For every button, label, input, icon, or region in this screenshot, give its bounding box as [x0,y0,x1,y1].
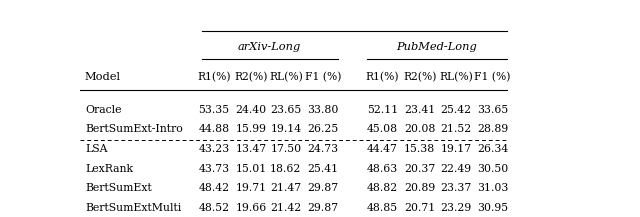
Text: RL(%): RL(%) [269,72,303,82]
Text: 23.65: 23.65 [270,105,301,115]
Text: 25.42: 25.42 [440,105,472,115]
Text: 26.34: 26.34 [477,144,508,154]
Text: 19.71: 19.71 [236,183,267,193]
Text: 45.08: 45.08 [367,124,398,134]
Text: 20.71: 20.71 [404,203,435,213]
Text: 20.08: 20.08 [404,124,435,134]
Text: R2(%): R2(%) [403,72,436,82]
Text: 21.42: 21.42 [270,203,301,213]
Text: 23.37: 23.37 [440,183,472,193]
Text: F1 (%): F1 (%) [305,72,341,82]
Text: BertSumExt: BertSumExt [85,183,152,193]
Text: Model: Model [85,72,121,82]
Text: 31.03: 31.03 [477,183,508,193]
Text: 19.66: 19.66 [236,203,267,213]
Text: 44.47: 44.47 [367,144,398,154]
Text: 28.89: 28.89 [477,124,508,134]
Text: 15.01: 15.01 [236,164,267,174]
Text: 15.99: 15.99 [236,124,267,134]
Text: PubMed-Long: PubMed-Long [396,42,477,52]
Text: 48.42: 48.42 [198,183,230,193]
Text: 33.80: 33.80 [307,105,339,115]
Text: 52.11: 52.11 [367,105,398,115]
Text: BertSumExt-Intro: BertSumExt-Intro [85,124,182,134]
Text: 20.89: 20.89 [404,183,435,193]
Text: 19.17: 19.17 [440,144,472,154]
Text: 33.65: 33.65 [477,105,508,115]
Text: 23.29: 23.29 [440,203,472,213]
Text: 15.38: 15.38 [404,144,435,154]
Text: R1(%): R1(%) [365,72,399,82]
Text: 29.87: 29.87 [307,183,339,193]
Text: 20.37: 20.37 [404,164,435,174]
Text: 48.63: 48.63 [367,164,398,174]
Text: 22.49: 22.49 [440,164,472,174]
Text: LSA: LSA [85,144,108,154]
Text: 48.82: 48.82 [367,183,398,193]
Text: R2(%): R2(%) [234,72,268,82]
Text: R1(%): R1(%) [197,72,231,82]
Text: 21.47: 21.47 [270,183,301,193]
Text: 24.73: 24.73 [307,144,339,154]
Text: 17.50: 17.50 [270,144,301,154]
Text: 43.73: 43.73 [198,164,230,174]
Text: 29.87: 29.87 [307,203,339,213]
Text: 23.41: 23.41 [404,105,435,115]
Text: 13.47: 13.47 [236,144,267,154]
Text: arXiv-Long: arXiv-Long [238,42,301,52]
Text: BertSumExtMulti: BertSumExtMulti [85,203,181,213]
Text: 48.85: 48.85 [367,203,398,213]
Text: 21.52: 21.52 [440,124,472,134]
Text: 44.88: 44.88 [198,124,230,134]
Text: 18.62: 18.62 [270,164,301,174]
Text: 24.40: 24.40 [236,105,267,115]
Text: 25.41: 25.41 [307,164,339,174]
Text: LexRank: LexRank [85,164,133,174]
Text: 19.14: 19.14 [270,124,301,134]
Text: 43.23: 43.23 [198,144,230,154]
Text: 30.50: 30.50 [477,164,508,174]
Text: 30.95: 30.95 [477,203,508,213]
Text: 48.52: 48.52 [198,203,230,213]
Text: Oracle: Oracle [85,105,122,115]
Text: 26.25: 26.25 [307,124,339,134]
Text: F1 (%): F1 (%) [474,72,511,82]
Text: 53.35: 53.35 [198,105,230,115]
Text: RL(%): RL(%) [439,72,473,82]
